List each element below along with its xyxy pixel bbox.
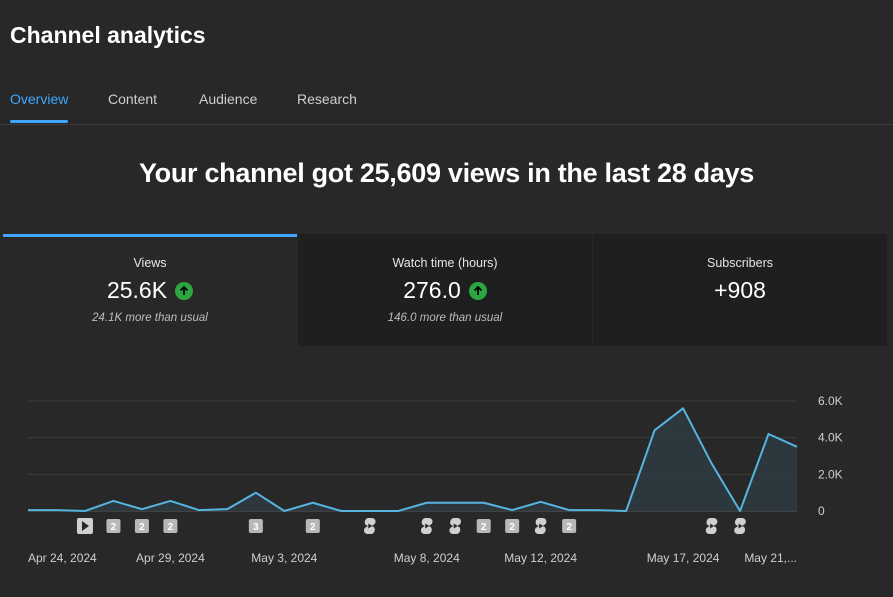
upload-count-marker[interactable] (505, 519, 520, 533)
upload-count-marker[interactable] (562, 519, 577, 533)
data-point[interactable] (424, 500, 430, 506)
metric-card-subscribers[interactable]: Subscribers +908 (593, 234, 887, 346)
data-point[interactable] (253, 490, 259, 496)
data-point[interactable] (709, 460, 715, 466)
metric-note: 24.1K more than usual (92, 312, 208, 324)
data-point[interactable] (224, 506, 230, 512)
trend-up-icon (175, 281, 194, 300)
data-point[interactable] (310, 500, 316, 506)
x-tick-label: Apr 24, 2024 (28, 551, 97, 565)
upload-count-label: 2 (139, 522, 145, 533)
shorts-icon-play (539, 523, 544, 529)
data-point[interactable] (794, 444, 800, 450)
x-tick-label: May 21,... (744, 551, 797, 565)
data-point[interactable] (167, 498, 173, 504)
metric-value: 276.0 (403, 277, 461, 303)
shorts-icon-play (368, 523, 373, 529)
metric-label: Subscribers (707, 256, 773, 270)
page-title: Channel analytics (10, 22, 206, 48)
tab-research[interactable]: Research (297, 91, 357, 107)
shorts-icon[interactable] (705, 518, 718, 534)
views-chart[interactable]: 0 2.0K 4.0K 6.0K Apr 24, 2024 Apr 29, 2024 May… (0, 380, 893, 592)
summary-headline: Your channel got 25,609 views in the las… (138, 158, 755, 188)
shorts-icon[interactable] (420, 518, 433, 534)
data-point[interactable] (395, 508, 401, 514)
upload-count-marker[interactable] (163, 519, 178, 533)
play-icon (81, 521, 89, 531)
tab-content[interactable]: Content (108, 91, 158, 107)
shorts-icon-play (738, 523, 743, 529)
data-point[interactable] (509, 507, 515, 513)
shorts-icon[interactable] (534, 518, 547, 534)
data-point[interactable] (110, 498, 116, 504)
data-point[interactable] (82, 508, 88, 514)
data-point[interactable] (139, 506, 145, 512)
x-tick-label: May 17, 2024 (647, 551, 720, 565)
x-tick-label: Apr 29, 2024 (136, 551, 205, 565)
data-point[interactable] (737, 508, 743, 514)
upload-count-marker[interactable] (106, 519, 121, 533)
shorts-icon[interactable] (734, 518, 746, 534)
data-point[interactable] (281, 508, 287, 514)
trend-up-icon (468, 281, 487, 300)
tab-overview[interactable]: Overview (10, 91, 69, 107)
views-chart-svg: 0 2.0K 4.0K 6.0K Apr 24, 2024 Apr 29, 2024 May… (25, 394, 843, 565)
data-point[interactable] (481, 500, 487, 506)
shorts-icon-play (453, 523, 458, 529)
data-point[interactable] (538, 499, 544, 505)
data-point[interactable] (338, 508, 344, 514)
data-point[interactable] (680, 405, 686, 411)
data-point[interactable] (566, 507, 572, 513)
upload-count-label: 3 (253, 522, 259, 533)
metric-value: 25.6K (106, 277, 168, 303)
x-tick-label: May 3, 2024 (251, 551, 317, 565)
active-tab-indicator (10, 120, 68, 123)
shorts-icon-play (710, 523, 715, 529)
views-line (28, 407, 798, 512)
x-tick-label: May 12, 2024 (504, 551, 577, 565)
data-point[interactable] (623, 508, 629, 514)
metric-card-watch-time[interactable]: Watch time (hours) 276.0 146.0 more than… (298, 234, 592, 346)
upload-count-label: 2 (509, 522, 515, 533)
views-area (28, 408, 797, 511)
data-point[interactable] (367, 508, 373, 514)
data-point[interactable] (766, 431, 772, 437)
metric-value-row: +908 (593, 277, 887, 304)
tab-bar: Overview Content Audience Research (0, 80, 893, 125)
y-tick-label: 2.0K (818, 467, 843, 481)
shorts-icon[interactable] (449, 518, 462, 534)
upload-count-marker[interactable] (476, 519, 491, 533)
upload-count-label: 2 (310, 522, 316, 533)
metric-value-row: 25.6K (3, 277, 297, 304)
upload-count-label: 2 (481, 522, 487, 533)
data-point[interactable] (595, 507, 601, 513)
metric-label: Watch time (hours) (392, 256, 498, 270)
metric-note: 146.0 more than usual (387, 312, 503, 324)
shorts-icon[interactable] (363, 518, 376, 534)
data-point[interactable] (53, 507, 59, 513)
tab-audience[interactable]: Audience (199, 91, 258, 107)
upload-count-marker[interactable] (305, 519, 320, 533)
data-point[interactable] (452, 500, 458, 506)
metric-value: +908 (714, 277, 766, 303)
metric-value-row: 276.0 (298, 277, 592, 304)
y-tick-label: 6.0K (818, 394, 843, 408)
upload-count-label: 2 (566, 522, 572, 533)
y-tick-label: 4.0K (818, 431, 843, 445)
metric-cards: Views 25.6K 24.1K more than usual Watch … (3, 234, 887, 346)
data-point[interactable] (652, 427, 658, 433)
upload-count-label: 2 (168, 522, 174, 533)
x-tick-label: May 8, 2024 (394, 551, 460, 565)
data-point[interactable] (196, 507, 202, 513)
metric-card-views[interactable]: Views 25.6K 24.1K more than usual (3, 234, 297, 346)
y-tick-label: 0 (818, 504, 825, 518)
upload-count-marker[interactable] (134, 519, 149, 533)
upload-count-marker[interactable] (248, 519, 263, 533)
data-point[interactable] (25, 507, 31, 513)
shorts-icon-play (425, 523, 430, 529)
metric-label: Views (133, 256, 167, 270)
upload-count-label: 2 (111, 522, 117, 533)
